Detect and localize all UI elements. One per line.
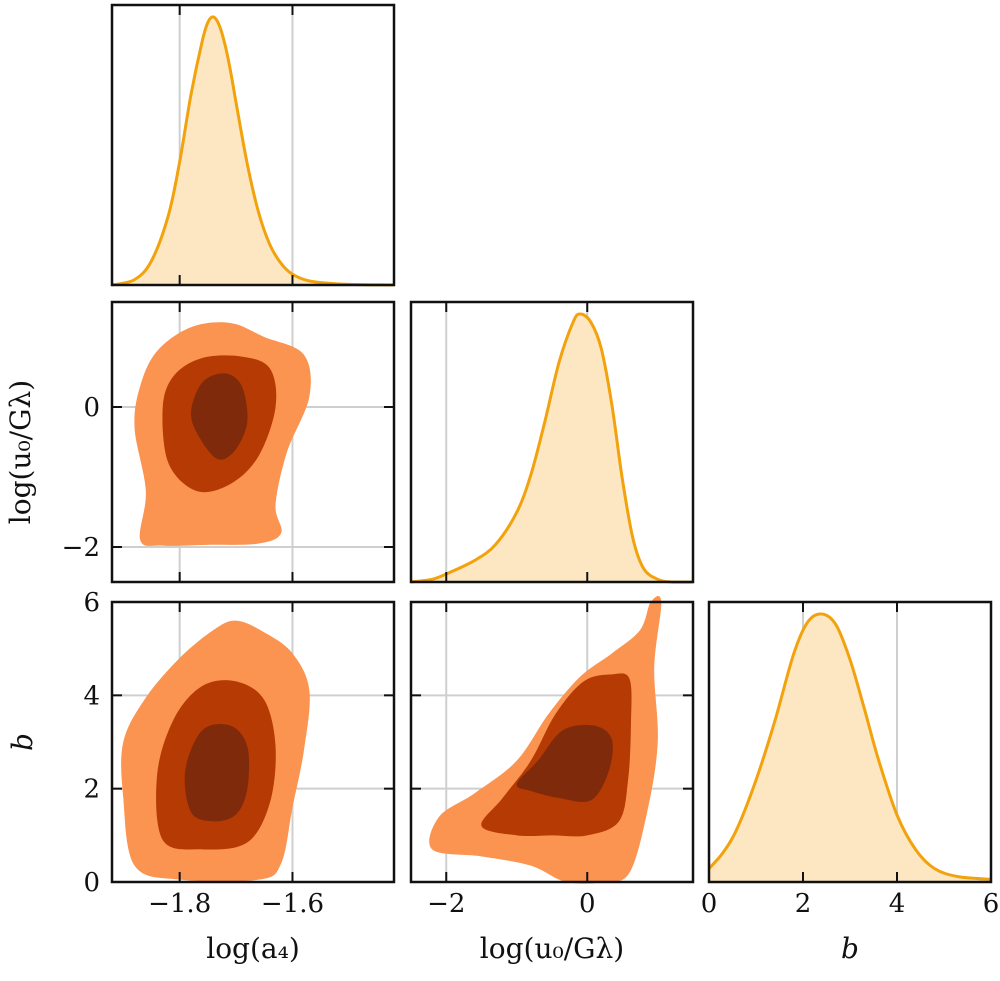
joint-panel-a4-b	[110, 600, 396, 884]
x-tick-label-b: 4	[889, 889, 906, 919]
frame-b-marginal	[707, 600, 993, 884]
marginal-fill-a4	[112, 16, 394, 285]
marginal-fill-b	[709, 613, 991, 882]
contour-inner-u0-b	[516, 724, 613, 803]
y-tick-label-b: 4	[83, 681, 100, 711]
joint-panel-a4-u0	[110, 300, 396, 584]
tick-labels: −1.8 −1.6 −2 0 0 2 4 6 −2 0 0 2 4 6	[62, 393, 1000, 919]
joint-panel-u0-b	[409, 595, 695, 884]
marginal-line-u0	[410, 312, 694, 584]
y-axis-label-u0: log(u₀/Gλ)	[4, 380, 37, 524]
ticks-a4-u0	[112, 302, 394, 582]
marginal-line-a4	[111, 15, 395, 287]
y-tick-label-b: 2	[83, 775, 100, 805]
x-axis-label-a4: log(a₄)	[206, 932, 300, 965]
ticks-u0-marginal	[445, 302, 589, 582]
x-tick-label-u0: 0	[579, 889, 596, 919]
ticks-a4-marginal	[178, 5, 294, 285]
y-tick-label-b: 6	[83, 588, 100, 618]
frame-a4-marginal	[110, 3, 396, 287]
x-axis-label-b: b	[841, 932, 859, 965]
y-tick-label-u0: −2	[62, 533, 100, 563]
y-tick-label-u0: 0	[83, 393, 100, 423]
x-tick-label-a4: −1.6	[261, 889, 324, 919]
x-tick-label-b: 2	[795, 889, 812, 919]
x-tick-label-u0: −2	[427, 889, 465, 919]
contour-inner-a4-b	[184, 723, 250, 822]
y-tick-label-b: 0	[83, 868, 100, 898]
y-axis-label-b: b	[6, 733, 39, 751]
marginal-panel-a4	[110, 3, 396, 287]
frame-u0-b	[409, 600, 695, 884]
x-tick-label-a4: −1.8	[148, 889, 211, 919]
marginal-panel-u0	[409, 300, 695, 584]
x-tick-label-b: 0	[701, 889, 718, 919]
marginal-panel-b	[707, 600, 993, 884]
frame-a4-b	[110, 600, 396, 884]
contour-inner-a4-u0	[190, 373, 248, 460]
marginal-fill-u0	[411, 314, 693, 583]
x-tick-label-b: 6	[983, 889, 1000, 919]
frame-a4-u0	[110, 300, 396, 584]
marginal-line-b	[707, 612, 992, 881]
frame-u0-marginal	[409, 300, 695, 584]
x-axis-label-u0: log(u₀/Gλ)	[480, 932, 624, 965]
